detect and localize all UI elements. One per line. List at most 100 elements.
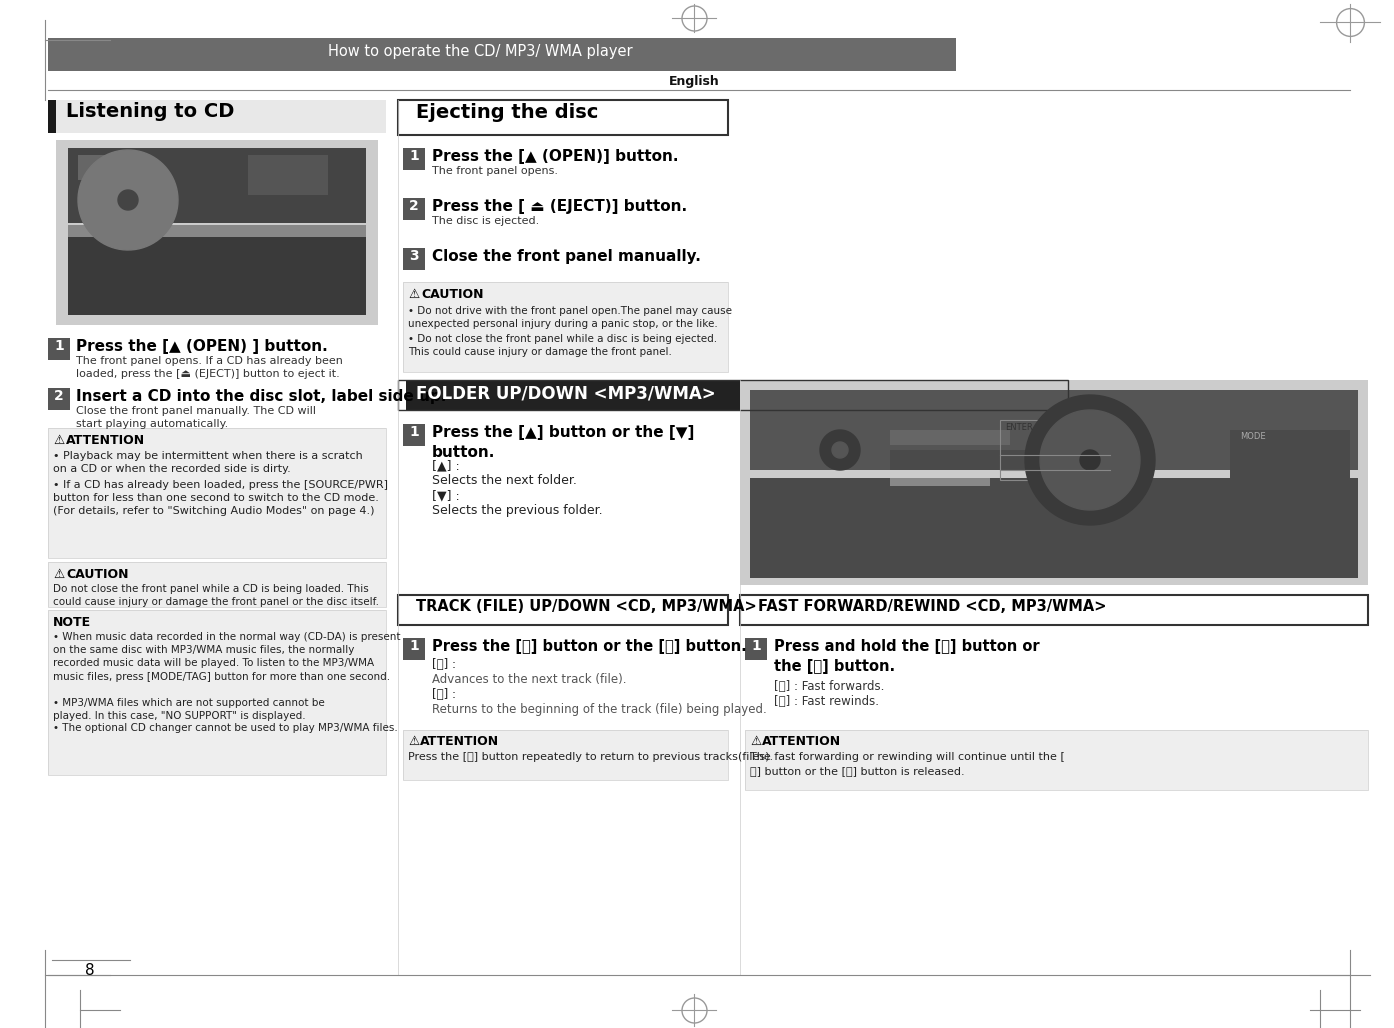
Polygon shape: [1025, 395, 1156, 525]
Text: [⏮] : Fast rewinds.: [⏮] : Fast rewinds.: [774, 695, 880, 708]
Bar: [399, 380, 406, 410]
Bar: [399, 380, 1068, 410]
Text: [▼] :: [▼] :: [432, 489, 460, 502]
Bar: [47, 100, 56, 133]
Text: 2: 2: [408, 199, 418, 213]
Bar: [999, 420, 1080, 480]
Polygon shape: [118, 190, 138, 210]
Bar: [403, 424, 425, 446]
Text: How to operate the CD/ MP3/ WMA player: How to operate the CD/ MP3/ WMA player: [328, 44, 633, 59]
Text: 1: 1: [408, 639, 418, 653]
Polygon shape: [820, 430, 860, 470]
Polygon shape: [78, 150, 178, 250]
Bar: [744, 730, 1368, 790]
Text: • Do not drive with the front panel open.The panel may cause
unexpected personal: • Do not drive with the front panel open…: [408, 306, 732, 329]
Bar: [1230, 430, 1349, 520]
Bar: [68, 225, 367, 237]
Bar: [68, 230, 367, 315]
Text: 1: 1: [408, 149, 418, 163]
Bar: [248, 155, 328, 195]
Bar: [889, 478, 990, 486]
Text: The disc is ejected.: The disc is ejected.: [432, 216, 539, 226]
Text: ⚠: ⚠: [53, 434, 64, 447]
Bar: [47, 610, 386, 775]
Text: • When music data recorded in the normal way (CD-DA) is present
on the same disc: • When music data recorded in the normal…: [53, 632, 400, 682]
Bar: [47, 562, 386, 607]
Text: 1: 1: [751, 639, 761, 653]
Polygon shape: [1040, 410, 1140, 510]
Text: Close the front panel manually.: Close the front panel manually.: [432, 249, 701, 264]
Text: [⏮] :: [⏮] :: [432, 688, 456, 701]
Bar: [889, 430, 1011, 445]
Bar: [78, 155, 138, 180]
Text: MODE: MODE: [1241, 432, 1266, 441]
Text: 1: 1: [408, 425, 418, 439]
Bar: [47, 38, 956, 71]
Text: [▲] :: [▲] :: [432, 458, 460, 472]
Text: FAST FORWARD/REWIND <CD, MP3/WMA>: FAST FORWARD/REWIND <CD, MP3/WMA>: [758, 599, 1107, 614]
Text: Press the [▲ (OPEN)] button.: Press the [▲ (OPEN)] button.: [432, 149, 679, 164]
Text: 8: 8: [85, 963, 95, 978]
Text: English: English: [669, 75, 719, 88]
Text: • MP3/WMA files which are not supported cannot be
played. In this case, "NO SUPP: • MP3/WMA files which are not supported …: [53, 698, 325, 722]
Text: NOTE: NOTE: [53, 616, 91, 629]
Text: ENTER: ENTER: [1005, 423, 1033, 432]
Bar: [47, 610, 386, 775]
Bar: [403, 730, 728, 780]
Bar: [403, 248, 425, 270]
Bar: [47, 338, 70, 360]
Bar: [403, 638, 425, 660]
Polygon shape: [1080, 450, 1100, 470]
Text: TRACK (FILE) UP/DOWN <CD, MP3/WMA>: TRACK (FILE) UP/DOWN <CD, MP3/WMA>: [415, 599, 757, 614]
Text: 1: 1: [54, 339, 64, 353]
Bar: [399, 100, 406, 135]
Bar: [740, 595, 1368, 625]
Bar: [403, 282, 728, 372]
Polygon shape: [832, 442, 848, 458]
Text: Press the [ ⏏ (EJECT)] button.: Press the [ ⏏ (EJECT)] button.: [432, 199, 687, 214]
Text: • If a CD has already been loaded, press the [SOURCE/PWR]
button for less than o: • If a CD has already been loaded, press…: [53, 480, 388, 516]
Text: ATTENTION: ATTENTION: [763, 735, 841, 748]
Text: The fast forwarding or rewinding will continue until the [: The fast forwarding or rewinding will co…: [750, 752, 1065, 762]
Text: Press the [▲] button or the [▼]
button.: Press the [▲] button or the [▼] button.: [432, 425, 694, 460]
Bar: [744, 730, 1368, 790]
Text: ⚠: ⚠: [750, 735, 761, 748]
Bar: [68, 148, 367, 223]
Text: Insert a CD into the disc slot, label side up.: Insert a CD into the disc slot, label si…: [77, 389, 446, 404]
Text: [⏭] :: [⏭] :: [432, 658, 456, 671]
Text: Press the [▲ (OPEN) ] button.: Press the [▲ (OPEN) ] button.: [77, 339, 328, 354]
Bar: [750, 478, 1358, 578]
Bar: [47, 428, 386, 558]
Text: Press and hold the [⏮] button or
the [⏭] button.: Press and hold the [⏮] button or the [⏭]…: [774, 639, 1040, 673]
Bar: [740, 380, 1368, 585]
Bar: [403, 198, 425, 220]
Bar: [889, 450, 1040, 470]
Text: ⏮] button or the [⏭] button is released.: ⏮] button or the [⏭] button is released.: [750, 766, 965, 776]
Bar: [56, 140, 378, 325]
Bar: [47, 428, 386, 558]
Text: Press the [⏮] button or the [⏭] button.: Press the [⏮] button or the [⏭] button.: [432, 639, 747, 654]
Text: • Do not close the front panel while a disc is being ejected.
This could cause i: • Do not close the front panel while a d…: [408, 334, 717, 357]
Text: Do not close the front panel while a CD is being loaded. This
could cause injury: Do not close the front panel while a CD …: [53, 584, 379, 608]
Text: The front panel opens.: The front panel opens.: [432, 166, 558, 176]
Text: The front panel opens. If a CD has already been
loaded, press the [⏏ (EJECT)] bu: The front panel opens. If a CD has alrea…: [77, 356, 343, 379]
Text: • The optional CD changer cannot be used to play MP3/WMA files.: • The optional CD changer cannot be used…: [53, 723, 397, 733]
Text: Close the front panel manually. The CD will
start playing automatically.: Close the front panel manually. The CD w…: [77, 406, 316, 430]
Text: FOLDER UP/DOWN <MP3/WMA>: FOLDER UP/DOWN <MP3/WMA>: [415, 384, 715, 402]
Text: ⚠: ⚠: [53, 568, 64, 581]
Bar: [399, 100, 728, 135]
Text: Ejecting the disc: Ejecting the disc: [415, 103, 598, 122]
Text: Selects the next folder.: Selects the next folder.: [432, 474, 577, 487]
Text: Selects the previous folder.: Selects the previous folder.: [432, 504, 602, 517]
Text: ATTENTION: ATTENTION: [420, 735, 499, 748]
Text: Returns to the beginning of the track (file) being played.: Returns to the beginning of the track (f…: [432, 703, 767, 715]
Text: ATTENTION: ATTENTION: [66, 434, 145, 447]
Text: Press the [⏮] button repeatedly to return to previous tracks(files).: Press the [⏮] button repeatedly to retur…: [408, 752, 774, 762]
Text: [⏭] : Fast forwards.: [⏭] : Fast forwards.: [774, 680, 884, 693]
Text: Advances to the next track (file).: Advances to the next track (file).: [432, 673, 626, 686]
Bar: [403, 730, 728, 780]
Text: CAUTION: CAUTION: [66, 568, 128, 581]
Bar: [403, 148, 425, 170]
Bar: [399, 595, 406, 625]
Bar: [403, 282, 728, 372]
